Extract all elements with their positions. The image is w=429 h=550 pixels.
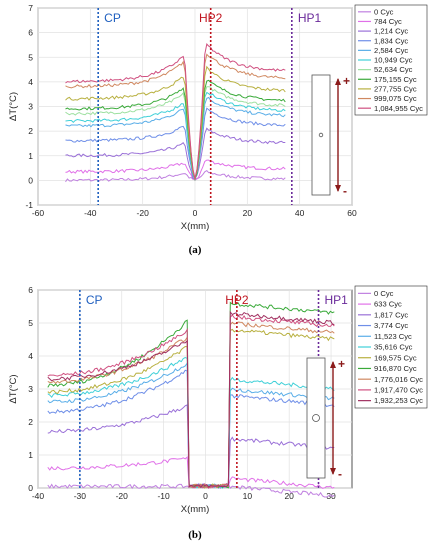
x-tick-label: -40	[32, 491, 45, 501]
legend-entry: 35,616 Cyc	[374, 343, 413, 352]
y-tick-label: 2	[28, 126, 33, 136]
series-line	[65, 43, 286, 179]
specimen-hole	[318, 132, 324, 138]
y-tick-label: 6	[28, 28, 33, 38]
x-tick-label: -40	[84, 208, 97, 218]
legend-entry: 1,776,016 Cyc	[374, 375, 423, 384]
legend-entry: 0 Cyc	[374, 7, 394, 16]
series-line	[65, 53, 286, 180]
panel-caption: (b)	[188, 529, 202, 541]
y-tick-label: 0	[28, 483, 33, 493]
marker-label: HP1	[298, 11, 322, 25]
legend-entry: 175,155 Cyc	[374, 75, 417, 84]
x-tick-label: 60	[347, 208, 357, 218]
marker-label: CP	[104, 11, 121, 25]
legend-entry: 916,870 Cyc	[374, 364, 417, 373]
marker-label: HP2	[225, 293, 249, 307]
y-axis-label: ΔT(°C)	[8, 374, 19, 403]
series-line	[65, 86, 286, 181]
x-tick-label: 0	[203, 491, 208, 501]
x-tick-label: 20	[243, 208, 253, 218]
series-line	[47, 310, 335, 489]
x-tick-label: -30	[74, 491, 87, 501]
legend-entry: 10,949 Cyc	[374, 56, 413, 65]
y-tick-label: 1	[28, 151, 33, 161]
legend-entry: 999,075 Cyc	[374, 94, 417, 103]
legend-entry: 1,834 Cyc	[374, 36, 408, 45]
plus-sign: +	[338, 357, 345, 371]
series-line	[65, 91, 286, 180]
legend-entry: 1,817 Cyc	[374, 310, 408, 319]
x-tick-label: 10	[243, 491, 253, 501]
x-tick-label: 20	[284, 491, 294, 501]
legend-entry: 784 Cyc	[374, 17, 402, 26]
y-tick-label: 3	[28, 384, 33, 394]
y-tick-label: 0	[28, 175, 33, 185]
legend-entry: 0 Cyc	[374, 289, 394, 298]
y-tick-label: 5	[28, 52, 33, 62]
x-tick-label: -20	[116, 491, 129, 501]
minus-sign: -	[338, 467, 342, 481]
legend-entry: 1,917,470 Cyc	[374, 386, 423, 395]
marker-label: HP1	[325, 293, 349, 307]
specimen-sketch	[306, 357, 326, 479]
x-tick-label: -20	[137, 208, 150, 218]
series-line	[65, 159, 286, 181]
series-line	[65, 169, 286, 183]
legend-entry: 277,755 Cyc	[374, 85, 417, 94]
arrow-head-bottom	[335, 185, 341, 192]
x-axis-label: X(mm)	[181, 221, 210, 232]
y-axis-label: ΔT(°C)	[8, 92, 19, 121]
arrow-head-bottom	[330, 468, 336, 475]
x-tick-label: -10	[157, 491, 170, 501]
arrow-head-top	[335, 78, 341, 85]
legend-entry: 1,084,955 Cyc	[374, 104, 423, 113]
series-line	[65, 79, 286, 182]
minus-sign: -	[343, 184, 347, 198]
panel-caption: (a)	[189, 244, 202, 256]
series-line	[65, 96, 286, 181]
series-line	[65, 127, 286, 180]
legend-entry: 2,584 Cyc	[374, 46, 408, 55]
legend-entry: 169,575 Cyc	[374, 353, 417, 362]
specimen-sketch	[311, 74, 331, 196]
y-tick-label: 1	[28, 450, 33, 460]
x-tick-label: -60	[32, 208, 45, 218]
y-tick-label: 7	[28, 3, 33, 13]
legend-entry: 3,774 Cyc	[374, 321, 408, 330]
series-line	[65, 65, 286, 181]
legend-entry: 633 Cyc	[374, 300, 402, 309]
x-axis-label: X(mm)	[181, 504, 210, 515]
specimen-hole	[312, 414, 320, 422]
y-tick-label: -1	[25, 200, 33, 210]
legend-entry: 11,523 Cyc	[374, 332, 412, 341]
legend-entry: 52,634 Cyc	[374, 65, 413, 74]
plus-sign: +	[343, 74, 350, 88]
y-tick-label: 3	[28, 102, 33, 112]
y-tick-label: 5	[28, 318, 33, 328]
x-tick-label: 40	[295, 208, 305, 218]
legend-entry: 1,932,253 Cyc	[374, 396, 423, 405]
legend-entry: 1,214 Cyc	[374, 27, 408, 36]
y-tick-label: 2	[28, 417, 33, 427]
y-tick-label: 4	[28, 77, 33, 87]
marker-label: CP	[86, 293, 103, 307]
x-tick-label: 0	[193, 208, 198, 218]
marker-label: HP2	[199, 11, 223, 25]
y-tick-label: 6	[28, 285, 33, 295]
y-tick-label: 4	[28, 351, 33, 361]
series-line	[65, 107, 286, 179]
chart-a: -60 -40 -20 0 20 40 60 -1 0 1 2 3 4 5 6 7 X(mm) ΔT(°C) CP H…	[8, 3, 428, 256]
arrow-head-top	[330, 361, 336, 368]
